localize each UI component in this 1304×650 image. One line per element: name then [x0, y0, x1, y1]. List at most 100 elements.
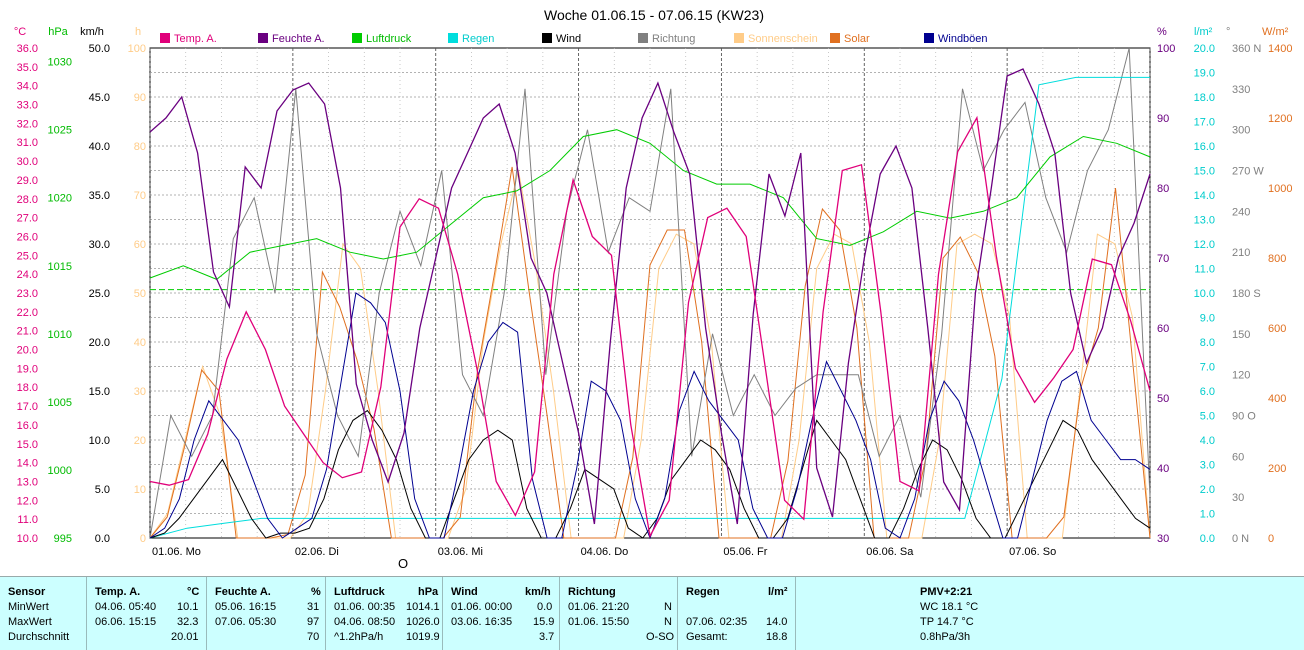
direction-tick: 180 S [1232, 288, 1261, 300]
series-line-luftdruck [149, 129, 1151, 280]
direction-tick: 360 N [1232, 43, 1261, 55]
temp-axis-unit: °C [14, 26, 26, 38]
series-line-regen [149, 76, 1150, 539]
press-max-time: 04.06. 08:50 [334, 616, 396, 628]
weather-chart: 01.06. Mo 02.06. Di 03.06. Mi 04.06. Do 05.0… [14, 7, 1293, 571]
series-line-feuchte-a- [149, 68, 1151, 525]
humidity-column: Feuchte A.% 05.06. 16:15 31 07.06. 05:30 9… [207, 577, 326, 650]
x-tick-label: 01.06. Mo [152, 546, 201, 558]
press-avg: 1019.9 [406, 631, 440, 643]
legend-swatch [638, 33, 648, 43]
wind-tick: 5.0 [95, 484, 110, 496]
humidity-axis-unit: % [1157, 26, 1167, 38]
sun-tick: 100 [128, 43, 146, 55]
sun-tick: 0 [140, 533, 146, 545]
humidity-tick: 80 [1157, 183, 1169, 195]
temp-tick: 36.0 [17, 43, 38, 55]
solar-tick: 1200 [1268, 113, 1292, 125]
rain-tick: 2.0 [1200, 484, 1215, 496]
solar-tick: 200 [1268, 463, 1286, 475]
temp-tick: 26.0 [17, 231, 38, 243]
legend-label: Regen [462, 33, 494, 45]
wind-tick: 0.0 [95, 533, 110, 545]
temp-tick: 27.0 [17, 213, 38, 225]
direction-tick: 300 [1232, 125, 1250, 137]
rain-column: Regen l/m² 07.06. 02:35 14.0 Gesamt: 18.8 [678, 577, 796, 650]
rain-tick: 7.0 [1200, 362, 1215, 374]
rain-max: 14.0 [766, 616, 788, 628]
direction-tick: 60 [1232, 451, 1244, 463]
wind-tick: 10.0 [89, 435, 110, 447]
humidity-tick: 50 [1157, 393, 1169, 405]
temp-tick: 18.0 [17, 382, 38, 394]
temp-tick: 12.0 [17, 495, 38, 507]
wind-unit: km/h [525, 586, 551, 598]
press-unit: hPa [418, 586, 439, 598]
rain-tick: 9.0 [1200, 313, 1215, 325]
legend-label: Solar [844, 33, 870, 45]
temp-tick: 10.0 [17, 533, 38, 545]
direction-tick: 120 [1232, 370, 1250, 382]
temp-tick: 15.0 [17, 439, 38, 451]
solar-tick: 1400 [1268, 43, 1292, 55]
wind-min: 0.0 [537, 601, 553, 613]
direction-tick: 240 [1232, 206, 1250, 218]
solar-axis-unit: W/m² [1262, 26, 1289, 38]
temp-tick: 24.0 [17, 269, 38, 281]
hum-min-time: 05.06. 16:15 [215, 601, 277, 613]
dir-min: N [664, 601, 672, 613]
solar-tick: 0 [1268, 533, 1274, 545]
sensor-header: Sensor [8, 586, 46, 598]
press-trend: ^1.2hPa/h [334, 631, 384, 643]
hum-avg: 70 [307, 631, 320, 643]
rain-tick: 20.0 [1194, 43, 1215, 55]
temp-tick: 20.0 [17, 345, 38, 357]
rain-tick: 12.0 [1194, 239, 1215, 251]
sun-tick: 90 [134, 92, 146, 104]
wind-tick: 50.0 [89, 43, 110, 55]
pressure-tick: 1030 [48, 57, 72, 69]
rain-axis-unit: l/m² [1194, 26, 1213, 38]
legend-swatch [924, 33, 934, 43]
rain-tick: 6.0 [1200, 386, 1215, 398]
temp-tick: 17.0 [17, 401, 38, 413]
temp-tick: 32.0 [17, 118, 38, 130]
solar-tick: 400 [1268, 393, 1286, 405]
rain-tick: 15.0 [1194, 166, 1215, 178]
humidity-tick: 40 [1157, 463, 1169, 475]
pressure-tick: 1010 [48, 329, 72, 341]
wind-axis-unit: km/h [80, 26, 104, 38]
temp-tick: 35.0 [17, 62, 38, 74]
chart-title: Woche 01.06.15 - 07.06.15 (KW23) [544, 7, 764, 23]
humidity-tick: 100 [1157, 43, 1175, 55]
wind-tick: 40.0 [89, 141, 110, 153]
rain-tick: 14.0 [1194, 190, 1215, 202]
hum-unit: % [311, 586, 321, 598]
rain-tick: 16.0 [1194, 141, 1215, 153]
temp-tick: 28.0 [17, 194, 38, 206]
wind-tick: 25.0 [89, 288, 110, 300]
dir-max: N [664, 616, 672, 628]
temp-tick: 29.0 [17, 175, 38, 187]
rain-tick: 0.0 [1200, 533, 1215, 545]
press-header: Luftdruck [334, 586, 385, 598]
legend-label: Luftdruck [366, 33, 412, 45]
series-line-solar [149, 166, 1151, 539]
rain-tick: 4.0 [1200, 435, 1215, 447]
direction-column: Richtung 01.06. 21:20 N 01.06. 15:50 N O-S… [560, 577, 678, 650]
wind-tick: 35.0 [89, 190, 110, 202]
legend-swatch [258, 33, 268, 43]
pressure-tick: 1000 [48, 465, 72, 477]
x-tick-label: 06.06. Sa [866, 546, 914, 558]
direction-tick: 210 [1232, 247, 1250, 259]
temp-unit: °C [187, 586, 200, 598]
sun-tick: 60 [134, 239, 146, 251]
legend-swatch [542, 33, 552, 43]
rain-tick: 5.0 [1200, 411, 1215, 423]
humidity-tick: 30 [1157, 533, 1169, 545]
press-min: 1014.1 [406, 601, 440, 613]
legend-swatch [448, 33, 458, 43]
direction-tick: 90 O [1232, 411, 1256, 423]
solar-tick: 600 [1268, 323, 1286, 335]
hum-min: 31 [307, 601, 320, 613]
